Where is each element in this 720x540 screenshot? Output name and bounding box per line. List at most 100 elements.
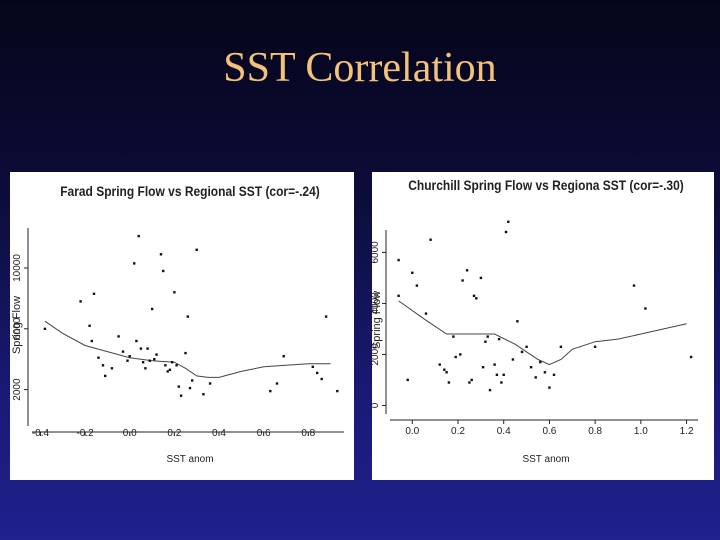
data-point [141,361,145,364]
data-point [177,385,180,388]
data-point [195,248,198,251]
data-point [150,307,154,311]
data-point [101,364,105,367]
data-point [406,378,409,382]
data-point [415,284,419,287]
data-point [484,340,487,343]
data-point [454,355,457,359]
data-point [139,347,143,350]
smooth-trend-line [44,320,331,378]
x-tick-label: 0.6 [542,426,556,437]
data-point [511,358,515,361]
x-tick-label: 0.4 [497,426,511,437]
data-point [445,371,448,374]
data-point [269,389,272,393]
data-point [552,373,556,376]
y-tick-label: 2000 [372,343,381,366]
x-tick-label: 1.0 [634,426,648,437]
y-tick-label: 0 [372,402,381,408]
data-point [97,356,100,359]
data-point [479,276,483,280]
data-point [438,363,441,366]
data-point [502,373,505,376]
data-point [184,351,187,355]
data-point [282,355,285,358]
data-point [155,353,158,356]
data-point [529,366,533,369]
x-tick-label: 0.4 [212,428,226,439]
data-point [191,379,194,382]
data-point [166,370,169,373]
data-point [162,269,165,273]
data-point [520,350,524,354]
churchill-chart-panel: Churchill Spring Flow vs Regiona SST (co… [370,172,714,480]
farad-chart-panel: Farad Spring Flow vs Regional SST (cor=-… [10,172,354,480]
data-point [539,360,542,364]
data-point [525,345,528,348]
data-point [43,327,47,330]
data-point [202,393,205,396]
x-tick-label: 0.6 [257,428,271,439]
data-point [397,258,400,262]
x-tick-label: 0.2 [451,426,465,437]
x-tick-label: -0.4 [32,428,50,439]
x-tick-label: 1.2 [680,426,694,437]
data-point [324,315,328,318]
farad-scatter-chart: Farad Spring Flow vs Regional SST (cor=-… [11,183,344,465]
data-point [159,253,163,256]
data-point [208,382,212,385]
x-axis-label: SST anom [522,454,569,465]
data-point [475,297,478,300]
y-tick-label: 4000 [372,292,381,315]
data-point [465,269,469,272]
y-tick-label: 6000 [12,317,23,340]
data-point [468,381,471,384]
x-tick-label: 0.0 [405,426,419,437]
data-point [173,291,176,294]
data-point [164,364,167,367]
chart-title: Churchill Spring Flow vs Regiona SST (co… [408,177,684,193]
data-point [128,355,131,358]
y-axis-label: Spring Flow [372,291,383,349]
data-point [593,345,597,348]
data-point [79,300,82,303]
data-point [472,294,476,297]
x-tick-label: 0.8 [301,428,315,439]
churchill-scatter-chart: Churchill Spring Flow vs Regiona SST (co… [370,177,698,465]
data-point [534,376,537,379]
data-point [320,377,323,381]
data-point [110,367,114,370]
data-point [481,366,485,369]
data-point [92,292,96,295]
y-tick-label: 10000 [12,254,23,282]
slide-title: SST Correlation [223,45,497,91]
data-point [144,367,147,370]
x-axis-label: SST anom [166,454,213,465]
data-point [689,355,693,359]
data-point [411,271,414,274]
data-point [424,312,428,315]
y-tick-label: 2000 [12,378,23,401]
data-point [336,389,339,393]
data-point [397,294,400,297]
data-point [170,361,174,364]
data-point [461,279,464,282]
data-point [311,365,314,368]
data-point [632,284,636,287]
data-point [316,371,319,375]
data-point [504,230,508,234]
data-point [133,262,136,265]
data-point [104,374,107,378]
data-point [88,324,91,327]
y-axis-label: Spring Flow [11,296,23,354]
data-point [179,394,183,397]
data-point [146,347,149,350]
data-point [135,339,138,343]
data-point [168,368,172,371]
data-point [470,378,473,382]
data-point [186,315,189,318]
data-point [175,364,178,367]
data-point [121,350,125,353]
data-point [452,335,455,338]
data-point [188,386,192,390]
